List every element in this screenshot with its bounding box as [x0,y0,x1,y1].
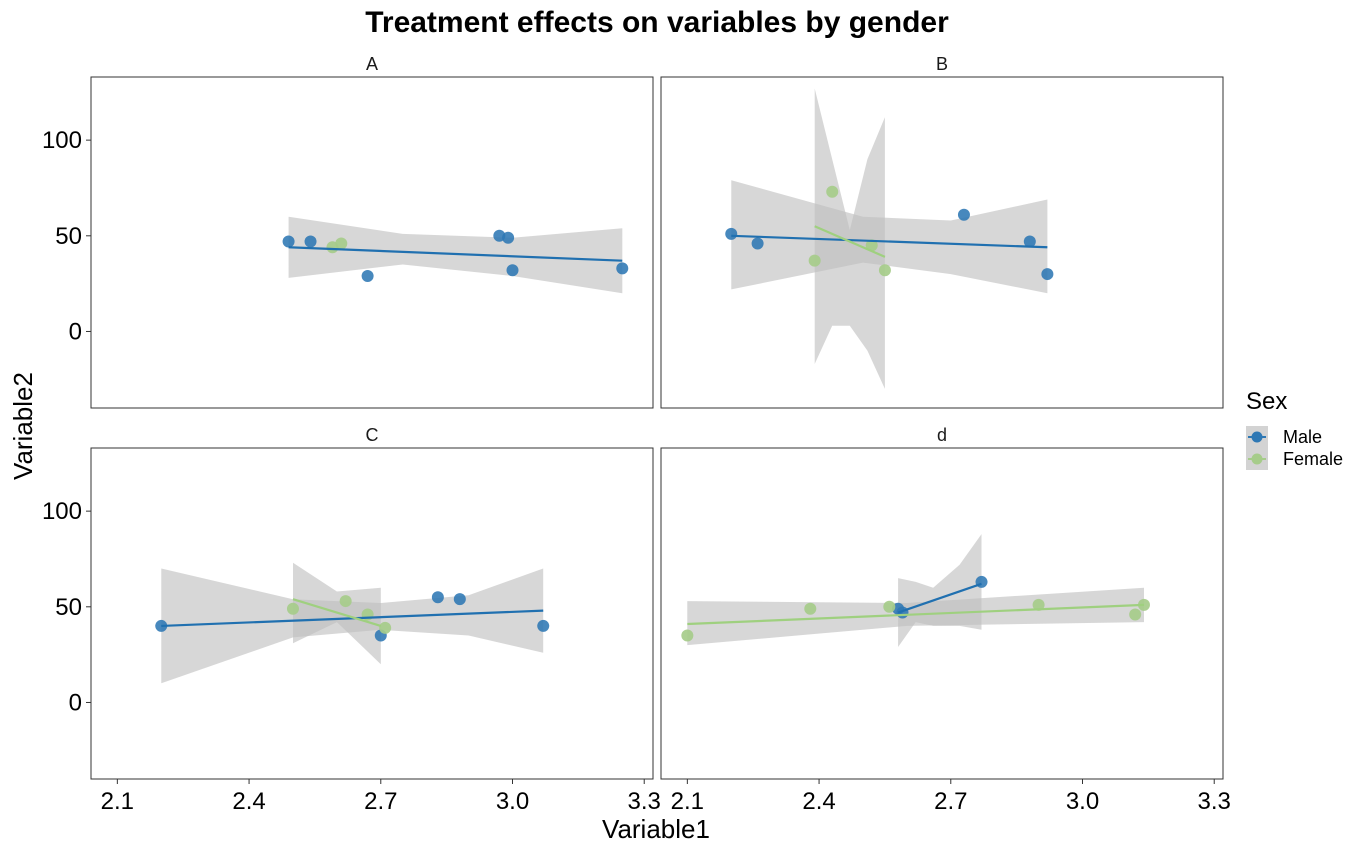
data-point-male [1023,235,1036,248]
x-axis-label: Variable1 [602,814,710,844]
legend-key-point [1251,431,1263,443]
data-point-female [878,264,891,277]
data-point-male [616,262,629,275]
legend-item-female: Female [1246,448,1343,470]
confidence-band-female [687,587,1144,646]
data-point-female [335,237,348,250]
panel-label: C [366,425,379,445]
confidence-band-male [898,534,982,647]
data-point-male [1041,268,1054,281]
y-tick-label: 100 [42,498,82,525]
panel-A: A [90,54,654,409]
data-point-female [1129,608,1142,621]
data-point-male [282,235,295,248]
data-point-female [808,254,821,267]
data-point-female [804,602,817,615]
legend-item-male: Male [1246,426,1322,448]
data-point-female [681,629,694,642]
x-tick-label: 2.4 [232,788,265,815]
panel-label: B [936,54,948,74]
data-point-female [1032,598,1045,611]
panel-d: d [660,425,1224,780]
panels: A B C d [90,54,1224,780]
axes: 0 50 100 0 50 100 2.1 2.4 2.7 3.0 3.3 2.1 2.4 2.7 3.0 3… [42,127,1231,815]
data-point-male [957,208,970,221]
fit-line-male [288,246,623,262]
x-tick-label: 2.7 [934,788,967,815]
fit-line-male [897,582,982,614]
x-tick-label: 2.4 [802,788,835,815]
panel-label: A [366,54,378,74]
legend-label: Male [1283,427,1322,447]
x-tick-label: 3.3 [628,788,661,815]
fit-line-female [687,603,1145,626]
y-axis-label: Variable2 [8,372,38,480]
y-tick-label: 0 [69,318,82,345]
panel-C: C [90,425,654,780]
data-point-female [826,185,839,198]
y-tick-label: 100 [42,127,82,154]
y-tick-label: 50 [55,594,82,621]
data-point-male [506,264,519,277]
data-point-female [379,621,392,634]
x-tick-label: 2.1 [101,788,134,815]
fit-line-female [814,225,886,258]
data-point-male [304,235,317,248]
data-point-female [865,239,878,252]
fit-line-female [292,598,382,627]
chart-title: Treatment effects on variables by gender [365,6,949,39]
x-tick-label: 3.0 [496,788,529,815]
panel-frame [90,447,654,780]
panel-label: d [937,425,947,445]
x-tick-label: 2.1 [671,788,704,815]
y-tick-label: 0 [69,689,82,716]
panel-frame [660,447,1224,780]
data-point-male [725,227,738,240]
data-point-male [453,593,466,606]
data-point-female [883,600,896,613]
data-point-male [361,269,374,282]
data-point-female [339,595,352,608]
data-point-male [537,619,550,632]
legend-key-point [1251,453,1263,465]
data-point-female [286,602,299,615]
panel-B: B [660,54,1224,409]
confidence-band-female [814,88,885,389]
legend-label: Female [1283,449,1343,469]
data-point-male [502,231,515,244]
panel-frame [660,76,1224,409]
x-tick-label: 2.7 [364,788,397,815]
panel-frame [90,76,654,409]
data-point-male [751,237,764,250]
y-tick-label: 50 [55,223,82,250]
fit-line-male [731,234,1048,249]
x-tick-label: 3.3 [1198,788,1231,815]
data-point-male [431,591,444,604]
x-tick-label: 3.0 [1066,788,1099,815]
confidence-band-male [731,180,1048,294]
legend-title: Sex [1246,388,1287,415]
